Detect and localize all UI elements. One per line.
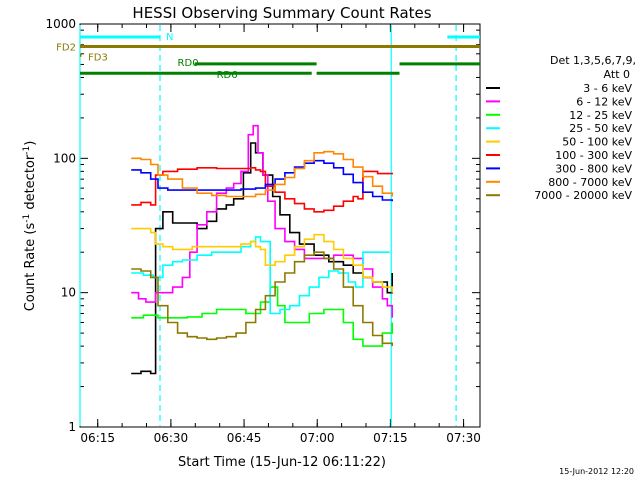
plot-area: 1 10 100 1000 06:15 06:30 06:45 07:00 07:15 07:3… (45, 17, 480, 445)
vertical-markers (79, 25, 457, 426)
legend-entry: 300 - 800 keV (555, 162, 632, 175)
x-axis-label: Start Time (15-Jun-12 06:11:22) (178, 455, 386, 470)
x-tick-label: 06:30 (154, 431, 189, 445)
legend-title-line2: Att 0 (604, 68, 630, 81)
y-axis: 1 10 100 1000 (45, 17, 480, 434)
flag-bars: N FD2 FD3 RD0 RD6 (56, 32, 480, 81)
series-line (131, 159, 393, 202)
legend-entry: 12 - 25 keV (569, 109, 632, 122)
y-tick-label: 1000 (45, 17, 76, 31)
flag-label-rd6: RD6 (217, 70, 238, 81)
y-axis-label-end: ) (23, 141, 38, 146)
series-line (131, 142, 393, 375)
x-tick-label: 07:30 (446, 431, 481, 445)
x-axis: 06:15 06:30 06:45 07:00 07:15 07:30 (80, 24, 481, 445)
y-axis-label-sup1: -1 (22, 214, 32, 223)
series-line (131, 227, 393, 293)
flag-label-fd2: FD2 (56, 42, 76, 53)
legend-title-line1: Det 1,3,5,6,7,9, (550, 54, 636, 67)
series-line (131, 286, 393, 347)
y-tick-label: 10 (61, 286, 76, 300)
series-line (131, 236, 390, 315)
y-tick-label: 100 (53, 151, 76, 165)
legend-entry: 3 - 6 keV (583, 82, 632, 95)
flag-label-fd3: FD3 (88, 52, 108, 63)
legend-entry: 800 - 7000 keV (548, 176, 632, 189)
chart-title: HESSI Observing Summary Count Rates (132, 4, 431, 22)
series-line (131, 251, 393, 347)
y-axis-label-sup2: -1 (22, 146, 32, 155)
legend-entry: 25 - 50 keV (569, 122, 632, 135)
y-axis-label-mid: detector (23, 154, 38, 214)
legend-entry: 6 - 12 keV (576, 95, 632, 108)
y-tick-label: 1 (68, 420, 76, 434)
legend-entry: 50 - 100 keV (562, 136, 632, 149)
footer-timestamp: 15-Jun-2012 12:20 (559, 467, 634, 476)
x-tick-label: 07:00 (300, 431, 335, 445)
x-tick-label: 07:15 (373, 431, 408, 445)
flag-label-rd0: RD0 (178, 58, 199, 69)
flag-label-n: N (166, 32, 173, 43)
x-tick-label: 06:15 (80, 431, 115, 445)
series-group (131, 124, 393, 375)
y-axis-label: Count Rate (s-1 detector-1) (22, 141, 38, 312)
y-axis-label-main: Count Rate (s (23, 223, 38, 312)
x-tick-label: 06:45 (227, 431, 262, 445)
legend-entry: 100 - 300 keV (555, 149, 632, 162)
series-line (131, 150, 393, 198)
legend-entry: 7000 - 20000 keV (534, 189, 632, 202)
plot-frame (79, 23, 481, 428)
